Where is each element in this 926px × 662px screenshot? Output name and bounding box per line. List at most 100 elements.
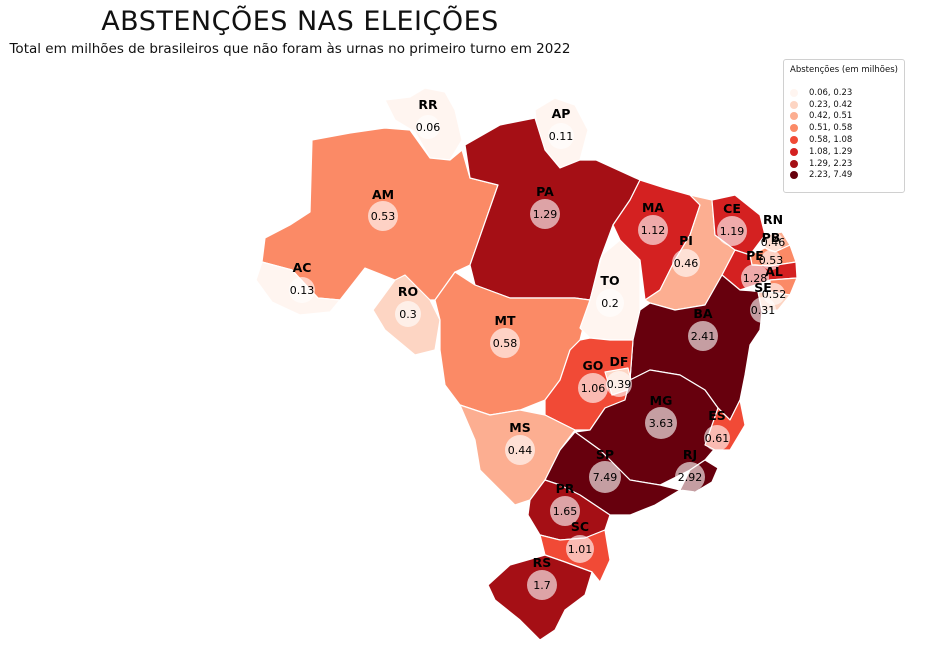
state-rn-bubble [763,232,783,252]
state-rr-label: RR [418,97,438,112]
state-ms-value: 0.44 [508,444,533,457]
state-pe-label: PE [746,248,764,263]
legend-label: 1.29, 2.23 [809,158,853,169]
legend-item: 0.42, 0.51 [784,111,904,123]
state-rj-value: 2.92 [678,471,703,484]
state-pr-label: PR [556,481,575,496]
state-mt-value: 0.58 [493,337,518,350]
state-ce-value: 1.19 [720,225,745,238]
state-am-label: AM [372,187,394,202]
legend-item: 0.58, 1.08 [784,134,904,146]
state-go-value: 1.06 [581,382,606,395]
state-al-label: AL [765,264,783,279]
state-go-bubble [578,373,608,403]
legend-label: 0.58, 1.08 [809,135,853,146]
state-ba-label: BA [693,306,713,321]
state-ro-value: 0.3 [399,308,417,321]
legend-swatch [790,147,798,156]
legend-title: Abstenções (em milhões) [790,65,898,75]
state-es-bubble [704,425,730,451]
legend-label: 0.42, 0.51 [809,111,853,122]
map-subtitle: Total em milhões de brasileiros que não … [9,41,571,57]
state-se-label: SE [754,280,772,295]
state-ba-bubble [688,321,718,351]
state-ap-value: 0.11 [549,130,574,143]
legend-swatch [790,171,798,180]
state-sp-value: 7.49 [593,471,618,484]
state-am-bubble [368,201,398,231]
legend-swatch [790,136,798,145]
state-se-value: 0.31 [751,304,776,317]
state-pa-label: PA [536,184,554,199]
map-legend: Abstenções (em milhões) 0.06, 0.23 0.23, … [783,59,905,193]
state-pe-bubble [741,264,769,292]
legend-label: 0.23, 0.42 [809,99,853,110]
legend-swatch [790,112,798,121]
state-rj-bubble [675,462,705,492]
state-pi-bubble [672,249,700,277]
state-pb-label: PB [762,230,781,245]
state-df-label: DF [610,354,629,369]
state-ro-bubble [395,301,421,327]
state-rn-label: RN [763,212,783,227]
state-se-bubble [750,297,776,323]
state-ap-bubble [548,123,574,149]
legend-label: 2.23, 7.49 [809,170,853,181]
state-mg-bubble [645,407,677,439]
legend-item: 2.23, 7.49 [784,170,904,182]
state-ac-label: AC [293,260,312,275]
state-ma-bubble [638,215,668,245]
state-pb-bubble [761,250,781,270]
state-go-label: GO [583,358,604,373]
state-rj-label: RJ [683,447,697,462]
state-es-label: ES [708,408,726,423]
state-ms-label: MS [509,420,530,435]
state-mg-value: 3.63 [649,417,674,430]
legend-label: 1.08, 1.29 [809,146,853,157]
state-mt-label: MT [495,313,516,328]
state-pi-value: 0.46 [674,257,699,270]
legend-swatch [790,88,798,97]
state-ce-label: CE [723,201,741,216]
state-df-bubble [606,371,632,397]
state-pa-bubble [530,199,560,229]
state-rn-value: 0.46 [761,236,786,249]
legend-swatch [790,159,798,168]
state-pa-value: 1.29 [533,208,558,221]
legend-item: 0.23, 0.42 [784,99,904,111]
state-al-value: 0.52 [762,288,787,301]
legend-item: 1.08, 1.29 [784,146,904,158]
legend-item: 0.06, 0.23 [784,87,904,99]
legend-label: 0.06, 0.23 [809,87,853,98]
state-mt-bubble [490,328,520,358]
state-pr-bubble [550,496,580,526]
map-title: ABSTENÇÕES NAS ELEIÇÕES [101,6,499,37]
state-sc-value: 1.01 [568,543,593,556]
state-ro-label: RO [398,284,418,299]
state-to-label: TO [600,273,619,288]
state-ac-bubble [289,277,315,303]
legend-swatch [790,100,798,109]
legend-swatch [790,124,798,133]
state-pb-value: 0.53 [759,254,784,267]
legend-item: 0.51, 0.58 [784,122,904,134]
state-ce-bubble [717,216,747,246]
state-ma-value: 1.12 [641,224,666,237]
state-es-value: 0.61 [705,432,730,445]
state-rr-bubble [416,115,440,139]
state-am-value: 0.53 [371,210,396,223]
state-ap-label: AP [552,106,571,121]
state-sp-label: SP [596,447,614,462]
state-pr-value: 1.65 [553,505,578,518]
state-rs-bubble [527,570,557,600]
legend-item: 1.29, 2.23 [784,158,904,170]
legend-list: 0.06, 0.23 0.23, 0.42 0.42, 0.51 0.51, 0.58… [784,87,904,181]
state-ba-value: 2.41 [691,330,716,343]
state-to-bubble [596,289,624,317]
state-mg-label: MG [650,393,673,408]
state-pi-label: PI [679,233,693,248]
legend-label: 0.51, 0.58 [809,123,853,134]
state-rr-value: 0.06 [416,121,441,134]
state-sc-bubble [566,535,594,563]
